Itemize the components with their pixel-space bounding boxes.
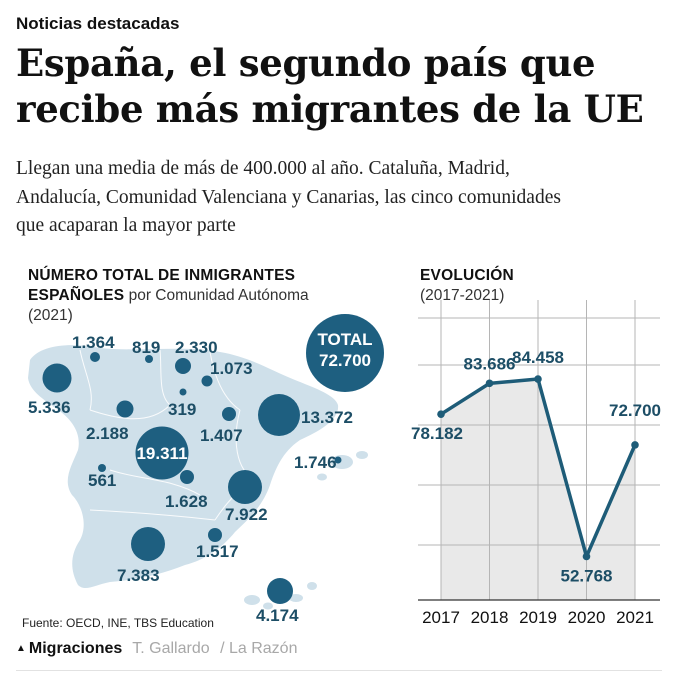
bubble-murcia <box>208 528 222 542</box>
bubble-aragon <box>222 407 236 421</box>
bubble-castilla-y-leon <box>116 400 134 418</box>
point-2019 <box>534 375 542 383</box>
bubble-layer <box>42 314 384 604</box>
bubble-la-rioja <box>179 388 187 396</box>
data-label-2017: 78.182 <box>411 424 463 443</box>
bubble-canarias <box>267 578 293 604</box>
subtitle-line-3: que acaparan la mayor parte <box>16 215 236 236</box>
label-c-valenciana: 7.922 <box>225 505 268 524</box>
region-borders <box>79 349 256 521</box>
headline-line-1: España, el segundo país que <box>16 41 596 85</box>
outlet-credit: / La Razón <box>220 640 298 657</box>
label-cataluna: 13.372 <box>301 408 353 427</box>
label-baleares: 1.746 <box>294 453 337 472</box>
footer-divider <box>16 670 662 671</box>
bubble-navarra <box>201 375 213 387</box>
x-tick-2017: 2017 <box>422 608 460 627</box>
evolution-heading: EVOLUCIÓN (2017-2021) <box>420 266 514 306</box>
point-2017 <box>437 410 445 418</box>
label-asturias: 1.364 <box>72 333 115 352</box>
label-la-rioja: 319 <box>168 400 196 419</box>
bubble-baleares <box>334 456 342 464</box>
evolution-heading-period: (2017-2021) <box>420 287 505 304</box>
label-cantabria: 819 <box>132 338 160 357</box>
point-2020 <box>582 552 591 561</box>
label-navarra: 1.073 <box>210 359 253 378</box>
map-heading-year: (2021) <box>28 307 73 324</box>
label-castilla-y-leon: 2.188 <box>86 424 129 443</box>
kicker: Noticias destacadas <box>16 14 180 33</box>
point-2021 <box>631 441 639 449</box>
map-heading-light: por Comunidad Autónoma <box>128 287 309 304</box>
x-tick-2020: 2020 <box>568 608 606 627</box>
label-aragon: 1.407 <box>200 426 243 445</box>
bubble-galicia <box>42 363 72 393</box>
region-labels: 5.336 1.364 819 2.330 1.073 319 2.188 1.… <box>28 333 353 625</box>
bubble-cantabria <box>145 355 153 363</box>
bubble-total <box>306 314 384 392</box>
label-pais-vasco: 2.330 <box>175 338 218 357</box>
data-label-2018: 83.686 <box>464 354 516 373</box>
label-murcia: 1.517 <box>196 542 239 561</box>
headline: España, el segundo país que recibe más m… <box>16 40 666 132</box>
author-credit: T. Gallardo <box>132 640 210 657</box>
map-heading-bold-1: NÚMERO TOTAL DE INMIGRANTES <box>28 267 296 284</box>
bubble-castilla-la-mancha <box>180 470 194 484</box>
section-tag-link[interactable]: Migraciones <box>28 640 123 657</box>
map-heading: NÚMERO TOTAL DE INMIGRANTES ESPAÑOLES po… <box>28 266 388 326</box>
total-bubble-labels: TOTAL 72.700 <box>317 330 372 370</box>
triangle-up-icon: ▲ <box>16 643 26 654</box>
footer: ▲ Migraciones T. Gallardo / La Razón <box>16 640 297 658</box>
subtitle: Llegan una media de más de 400.000 al añ… <box>16 155 676 241</box>
total-value: 72.700 <box>319 351 371 370</box>
total-label: TOTAL <box>317 330 372 349</box>
bubble-pais-vasco <box>175 358 191 374</box>
subtitle-line-2: Andalucía, Comunidad Valenciana y Canari… <box>16 186 561 208</box>
point-2018 <box>485 379 494 388</box>
bubble-andalucia <box>131 527 165 561</box>
data-label-2019: 84.458 <box>512 348 564 367</box>
bubble-madrid <box>135 426 189 480</box>
label-galicia: 5.336 <box>28 398 71 417</box>
headline-line-2: recibe más migrantes de la UE <box>16 87 644 131</box>
label-canarias: 4.174 <box>256 606 299 625</box>
evolution-heading-title: EVOLUCIÓN <box>420 267 514 284</box>
map-heading-bold-2: ESPAÑOLES <box>28 287 125 304</box>
label-castilla-la-mancha: 1.628 <box>165 492 208 511</box>
subtitle-line-1: Llegan una media de más de 400.000 al añ… <box>16 158 510 179</box>
label-madrid: 19.311 <box>136 444 187 463</box>
bubble-c-valenciana <box>228 470 262 504</box>
source-note: Fuente: OECD, INE, TBS Education <box>22 616 214 630</box>
bubble-extremadura <box>98 464 106 472</box>
x-tick-2021: 2021 <box>616 608 654 627</box>
x-tick-2019: 2019 <box>519 608 557 627</box>
x-tick-2018: 2018 <box>471 608 509 627</box>
label-andalucia: 7.383 <box>117 566 160 585</box>
bubble-asturias <box>90 352 100 362</box>
data-label-2020: 52.768 <box>561 566 613 585</box>
label-extremadura: 561 <box>88 471 116 490</box>
data-label-2021: 72.700 <box>609 401 661 420</box>
canary-islands-map <box>244 582 317 610</box>
bubble-cataluna <box>258 394 300 436</box>
